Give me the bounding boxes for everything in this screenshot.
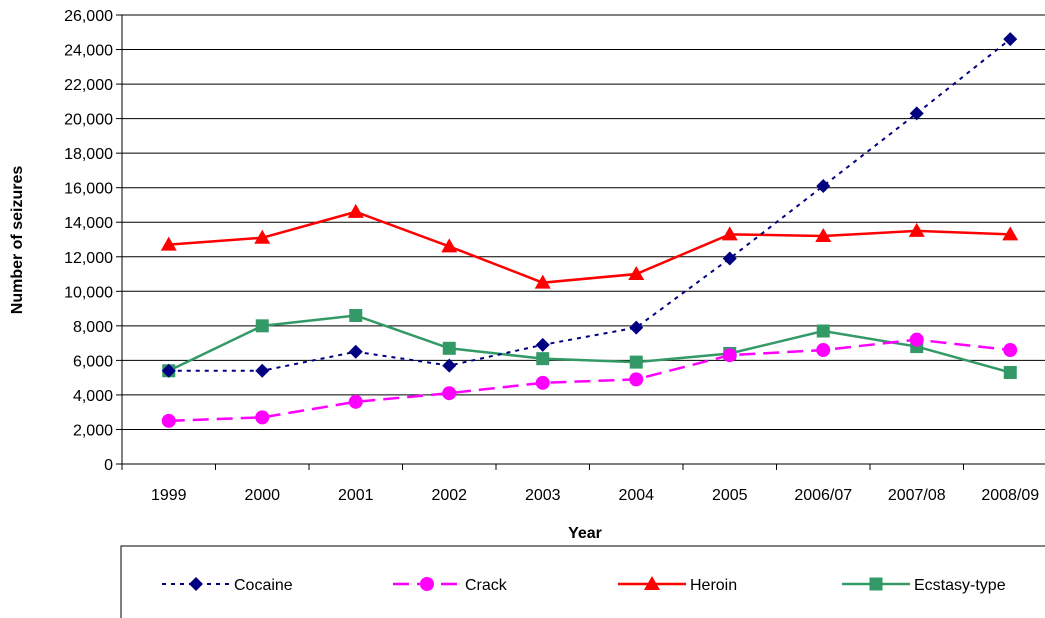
x-tick-label: 2005 bbox=[712, 487, 748, 504]
legend: Cocaine Crack Heroin Ecstasy-type bbox=[162, 576, 1006, 594]
y-tick-label: 24,000 bbox=[64, 43, 113, 60]
y-axis: 0 2,000 4,000 6,000 8,000 10,000 12,000 14,000 1… bbox=[64, 8, 123, 474]
data-point-ecstasy-type bbox=[816, 324, 830, 338]
data-point-crack bbox=[535, 375, 550, 390]
data-point-cocaine bbox=[535, 337, 550, 352]
data-point-cocaine bbox=[255, 363, 270, 378]
legend-marker-heroin bbox=[644, 576, 660, 590]
data-point-heroin bbox=[628, 266, 645, 281]
y-tick-label: 16,000 bbox=[64, 181, 113, 198]
legend-box bbox=[120, 545, 1045, 618]
data-point-cocaine bbox=[909, 106, 924, 121]
y-tick-label: 18,000 bbox=[64, 146, 113, 163]
x-tick-label: 1999 bbox=[151, 487, 187, 504]
x-tick-label: 2001 bbox=[338, 487, 374, 504]
y-tick-label: 2,000 bbox=[73, 422, 113, 439]
legend-label-cocaine: Cocaine bbox=[234, 577, 293, 594]
legend-marker-cocaine bbox=[189, 577, 203, 591]
data-point-crack bbox=[816, 343, 831, 358]
legend-item-crack: Crack bbox=[393, 577, 508, 594]
data-point-heroin bbox=[441, 238, 458, 253]
y-tick-label: 26,000 bbox=[64, 8, 113, 25]
data-point-heroin bbox=[815, 228, 832, 243]
series-line-heroin bbox=[168, 210, 1011, 284]
series-line-crack bbox=[168, 338, 1011, 423]
y-tick-label: 10,000 bbox=[64, 284, 113, 301]
legend-label-crack: Crack bbox=[465, 577, 508, 594]
x-axis: 1999 2000 2001 2002 2003 2004 2005 2006/07 2007/… bbox=[121, 463, 1045, 504]
data-point-cocaine bbox=[722, 251, 737, 266]
y-tick-label: 20,000 bbox=[64, 112, 113, 129]
data-point-crack bbox=[722, 348, 737, 363]
x-tick-label: 2002 bbox=[431, 487, 467, 504]
data-point-crack bbox=[255, 410, 270, 425]
data-point-heroin bbox=[160, 236, 177, 251]
y-tick-label: 8,000 bbox=[73, 319, 113, 336]
data-point-cocaine bbox=[348, 344, 363, 359]
data-point-cocaine bbox=[816, 178, 831, 193]
data-point-cocaine bbox=[629, 320, 644, 335]
legend-item-heroin: Heroin bbox=[618, 576, 737, 594]
legend-marker-crack bbox=[420, 577, 434, 591]
legend-label-ecstasy-type: Ecstasy-type bbox=[914, 577, 1006, 594]
data-point-crack bbox=[442, 386, 457, 401]
x-tick-label: 2004 bbox=[618, 487, 654, 504]
data-point-heroin bbox=[534, 274, 551, 289]
x-tick-label: 2006/07 bbox=[794, 487, 852, 504]
gridlines bbox=[122, 14, 1045, 430]
data-point-crack bbox=[909, 332, 924, 347]
data-point-heroin bbox=[908, 222, 925, 237]
x-tick-label: 2008/09 bbox=[981, 487, 1039, 504]
x-axis-title: Year bbox=[568, 525, 602, 542]
data-point-crack bbox=[1003, 343, 1018, 358]
legend-marker-ecstasy-type bbox=[869, 577, 883, 591]
data-point-heroin bbox=[347, 203, 364, 218]
legend-item-cocaine: Cocaine bbox=[162, 577, 293, 594]
data-point-heroin bbox=[1002, 226, 1019, 241]
data-point-cocaine bbox=[1003, 32, 1018, 47]
data-point-crack bbox=[161, 413, 176, 428]
series-heroin bbox=[160, 203, 1019, 289]
series-line-ecstasy-type bbox=[168, 314, 1011, 374]
data-point-ecstasy-type bbox=[629, 355, 643, 369]
data-point-ecstasy-type bbox=[536, 352, 550, 366]
data-point-cocaine bbox=[161, 363, 176, 378]
y-axis-title: Number of seizures bbox=[9, 166, 26, 315]
x-tick-label: 2000 bbox=[244, 487, 280, 504]
data-point-heroin bbox=[721, 226, 738, 241]
x-tick-label: 2007/08 bbox=[888, 487, 946, 504]
y-tick-label: 6,000 bbox=[73, 353, 113, 370]
series-layer bbox=[160, 32, 1019, 428]
data-point-ecstasy-type bbox=[255, 319, 269, 333]
legend-item-ecstasy-type: Ecstasy-type bbox=[842, 577, 1006, 594]
y-tick-label: 0 bbox=[104, 457, 113, 474]
y-tick-label: 14,000 bbox=[64, 215, 113, 232]
data-point-ecstasy-type bbox=[349, 308, 363, 322]
y-tick-label: 22,000 bbox=[64, 77, 113, 94]
series-line-cocaine bbox=[168, 38, 1011, 372]
data-point-ecstasy-type bbox=[442, 341, 456, 355]
legend-label-heroin: Heroin bbox=[690, 577, 737, 594]
series-cocaine bbox=[161, 32, 1018, 378]
data-point-crack bbox=[629, 372, 644, 387]
x-tick-label: 2003 bbox=[525, 487, 561, 504]
data-point-crack bbox=[348, 394, 363, 409]
y-tick-label: 12,000 bbox=[64, 250, 113, 267]
y-tick-label: 4,000 bbox=[73, 388, 113, 405]
series-crack bbox=[161, 332, 1018, 428]
data-point-heroin bbox=[254, 229, 271, 244]
data-point-ecstasy-type bbox=[1003, 365, 1017, 379]
data-point-cocaine bbox=[442, 358, 457, 373]
